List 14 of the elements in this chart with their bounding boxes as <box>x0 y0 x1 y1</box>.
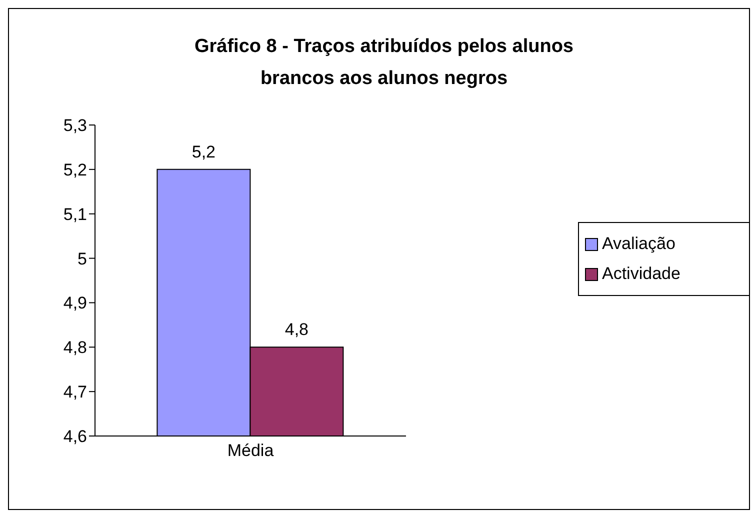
y-tick-label: 5,2 <box>63 160 87 180</box>
y-tick-label: 5,1 <box>63 204 87 224</box>
text: Gráfico 8 - Traços atribuídos pelos alunos brancos aos alunos negros <box>193 35 575 91</box>
y-tick-label: 5,3 <box>63 116 87 136</box>
x-tick-label: Média <box>227 441 274 460</box>
y-tick-label: 4,9 <box>63 294 87 313</box>
legend-label: Avaliação <box>602 233 676 255</box>
y-tick-label: 4,6 <box>63 427 87 446</box>
y-tick-label: 5 <box>78 249 87 268</box>
y-tick-label: 4,8 <box>63 338 87 358</box>
data-label: 4,8 <box>284 320 309 340</box>
data-label: 5,2 <box>192 142 216 162</box>
y-tick-label: 4,7 <box>63 382 87 402</box>
legend-label: Actividade <box>602 263 680 285</box>
